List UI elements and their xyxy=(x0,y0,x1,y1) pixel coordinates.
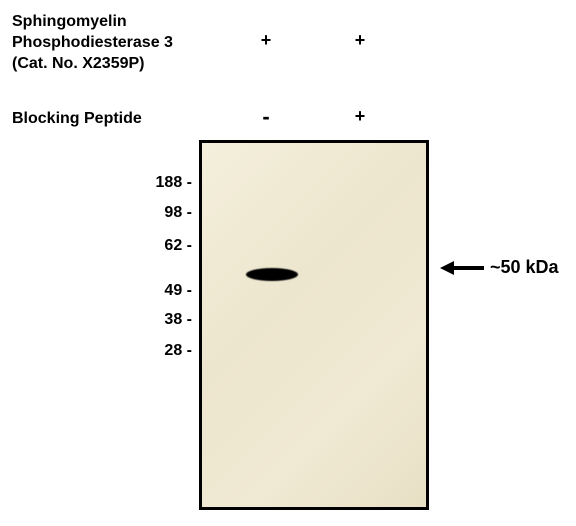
mw-dash: - xyxy=(182,342,192,359)
blocking-peptide-label: Blocking Peptide xyxy=(12,109,142,130)
mw-value: 28 xyxy=(164,342,182,359)
blocking-lane1-indicator: - xyxy=(256,104,276,130)
mw-marker-28: 28 - xyxy=(142,342,192,360)
band-size-arrow: ~50 kDa xyxy=(440,257,559,278)
mw-value: 98 xyxy=(164,204,182,221)
antibody-line2: Phosphodiesterase 3 xyxy=(12,33,173,54)
antibody-cat: (Cat. No. X2359P) xyxy=(12,54,173,75)
mw-dash: - xyxy=(182,174,192,191)
mw-marker-49: 49 - xyxy=(142,282,192,300)
antibody-line1: Sphingomyelin xyxy=(12,12,173,33)
protein-band xyxy=(246,268,298,281)
mw-value: 62 xyxy=(164,237,182,254)
mw-dash: - xyxy=(182,311,192,328)
western-blot xyxy=(199,140,429,510)
mw-marker-38: 38 - xyxy=(142,311,192,329)
mw-value: 49 xyxy=(164,282,182,299)
mw-marker-188: 188 - xyxy=(142,174,192,192)
arrow-left-icon xyxy=(440,258,484,278)
mw-marker-98: 98 - xyxy=(142,204,192,222)
mw-dash: - xyxy=(182,237,192,254)
mw-marker-62: 62 - xyxy=(142,237,192,255)
antibody-label: Sphingomyelin Phosphodiesterase 3 (Cat. … xyxy=(12,12,173,74)
blocking-lane2-indicator: + xyxy=(350,106,370,127)
antibody-lane1-indicator: + xyxy=(256,30,276,51)
mw-value: 188 xyxy=(156,174,183,191)
mw-value: 38 xyxy=(164,311,182,328)
band-size-label: ~50 kDa xyxy=(490,257,559,278)
blot-membrane xyxy=(202,143,426,507)
mw-dash: - xyxy=(182,282,192,299)
mw-dash: - xyxy=(182,204,192,221)
antibody-lane2-indicator: + xyxy=(350,30,370,51)
